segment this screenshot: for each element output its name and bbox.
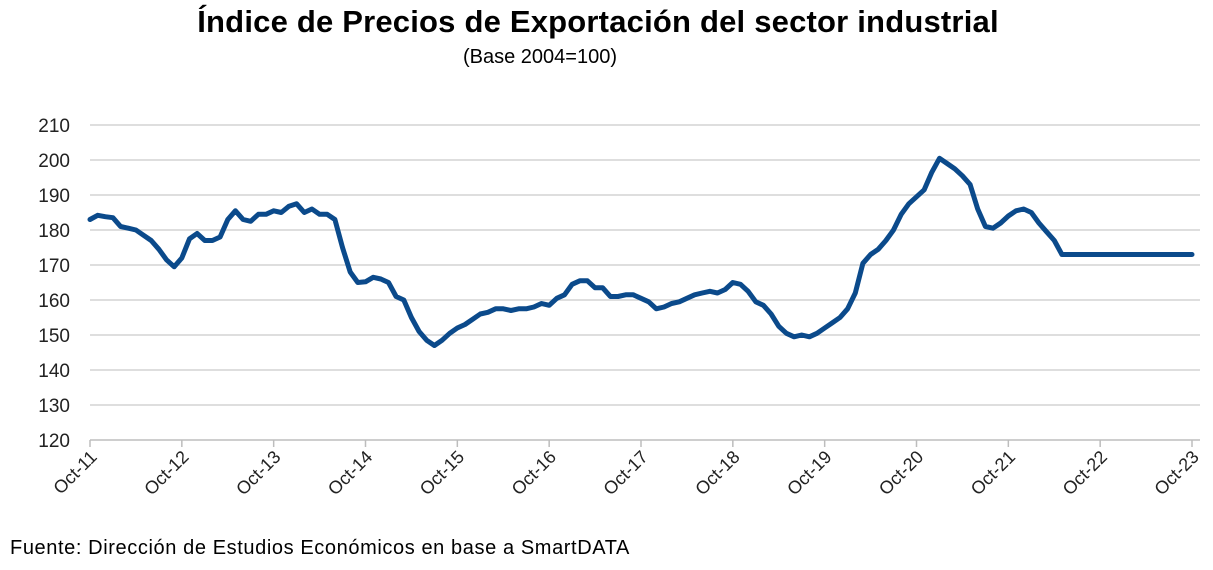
x-tick-label: Oct-16 bbox=[508, 447, 560, 499]
y-tick-label: 120 bbox=[38, 431, 70, 452]
x-tick-label: Oct-11 bbox=[49, 447, 100, 498]
x-tick-label: Oct-21 bbox=[967, 447, 1019, 499]
x-axis: Oct-11 Oct-12 Oct-13 Oct-14 Oct-15 Oct-16 Oct-… bbox=[49, 439, 1203, 499]
y-tick-label: 200 bbox=[38, 151, 70, 172]
y-tick-label: 180 bbox=[38, 221, 70, 242]
x-tick-label: Oct-22 bbox=[1059, 447, 1111, 499]
x-tick-label: Oct-23 bbox=[1150, 447, 1202, 499]
x-tick-label: Oct-13 bbox=[232, 447, 284, 499]
x-tick-label: Oct-19 bbox=[783, 447, 835, 499]
chart-subtitle: (Base 2004=100) bbox=[462, 46, 617, 68]
x-tick-label: Oct-15 bbox=[416, 447, 468, 499]
y-axis-tick-labels: 120 130 140 150 160 170 180 190 200 210 bbox=[38, 116, 70, 452]
x-tick-label: Oct-18 bbox=[691, 447, 743, 499]
y-tick-label: 170 bbox=[38, 256, 70, 277]
y-tick-label: 160 bbox=[38, 291, 70, 312]
y-tick-label: 140 bbox=[38, 361, 70, 382]
chart-title: Índice de Precios de Exportación del sec… bbox=[197, 4, 999, 39]
x-tick-label: Oct-12 bbox=[140, 447, 192, 499]
source-note: Fuente: Dirección de Estudios Económicos… bbox=[10, 537, 630, 559]
gridlines bbox=[90, 124, 1200, 406]
series-layer bbox=[87, 155, 1195, 348]
series-line bbox=[87, 155, 1195, 348]
y-tick-label: 130 bbox=[38, 396, 70, 417]
x-tick-label: Oct-17 bbox=[599, 447, 651, 499]
y-tick-label: 150 bbox=[38, 326, 70, 347]
x-tick-label: Oct-20 bbox=[875, 447, 927, 499]
x-tick-label: Oct-14 bbox=[324, 447, 376, 499]
y-tick-label: 210 bbox=[38, 116, 70, 137]
y-tick-label: 190 bbox=[38, 186, 70, 207]
